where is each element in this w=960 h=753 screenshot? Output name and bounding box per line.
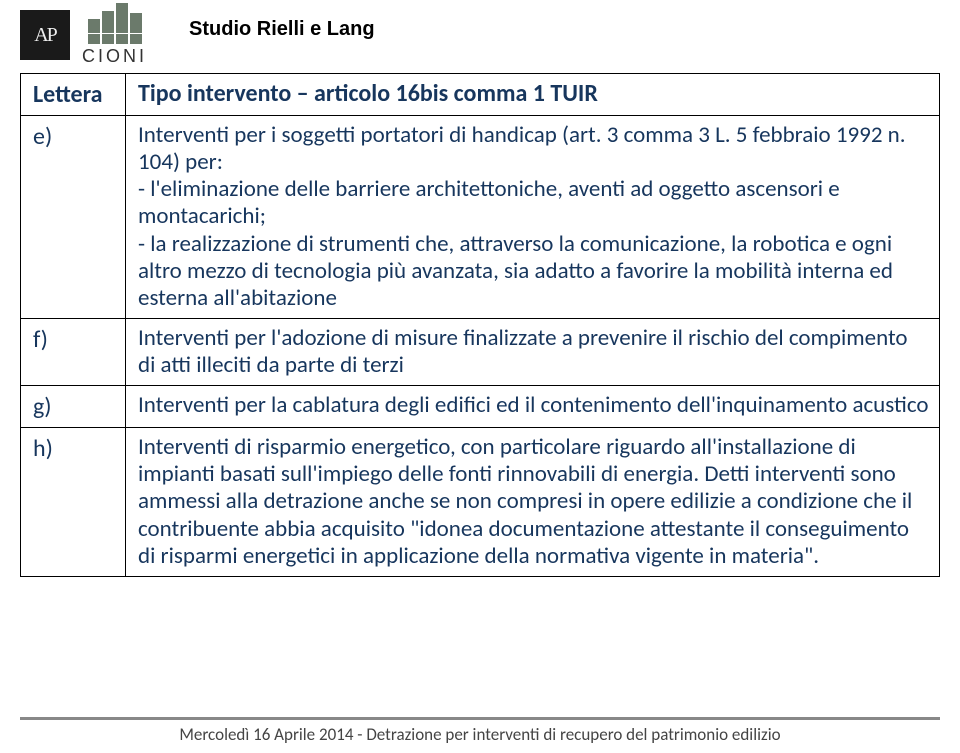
cioni-logo-text: CIONI: [82, 46, 147, 67]
row-body: Interventi di risparmio energetico, con …: [126, 428, 940, 577]
table-row: h)Interventi di risparmio energetico, co…: [21, 428, 940, 577]
row-letter: e): [21, 116, 126, 319]
cioni-buildings-icon: [88, 10, 142, 44]
table-row: f)Interventi per l'adozione di misure fi…: [21, 318, 940, 385]
cioni-logo: CIONI: [82, 10, 147, 67]
header: AP CIONI Studio Rielli e Lang: [0, 0, 960, 71]
table-row: g)Interventi per la cablatura degli edif…: [21, 386, 940, 428]
table-row: e)Interventi per i soggetti portatori di…: [21, 116, 940, 319]
row-body: Interventi per i soggetti portatori di h…: [126, 116, 940, 319]
table-header-row: Lettera Tipo intervento – articolo 16bis…: [21, 74, 940, 116]
header-lettera: Lettera: [21, 74, 126, 116]
ap-logo: AP: [20, 10, 70, 60]
intervento-table: Lettera Tipo intervento – articolo 16bis…: [20, 73, 940, 577]
footer-text: Mercoledì 16 Aprile 2014 - Detrazione pe…: [20, 717, 940, 745]
ap-logo-text: AP: [34, 24, 56, 47]
row-letter: g): [21, 386, 126, 428]
studio-title: Studio Rielli e Lang: [189, 18, 375, 41]
row-letter: h): [21, 428, 126, 577]
header-tipo: Tipo intervento – articolo 16bis comma 1…: [126, 74, 940, 116]
row-body: Interventi per la cablatura degli edific…: [126, 386, 940, 428]
row-letter: f): [21, 318, 126, 385]
row-body: Interventi per l'adozione di misure fina…: [126, 318, 940, 385]
